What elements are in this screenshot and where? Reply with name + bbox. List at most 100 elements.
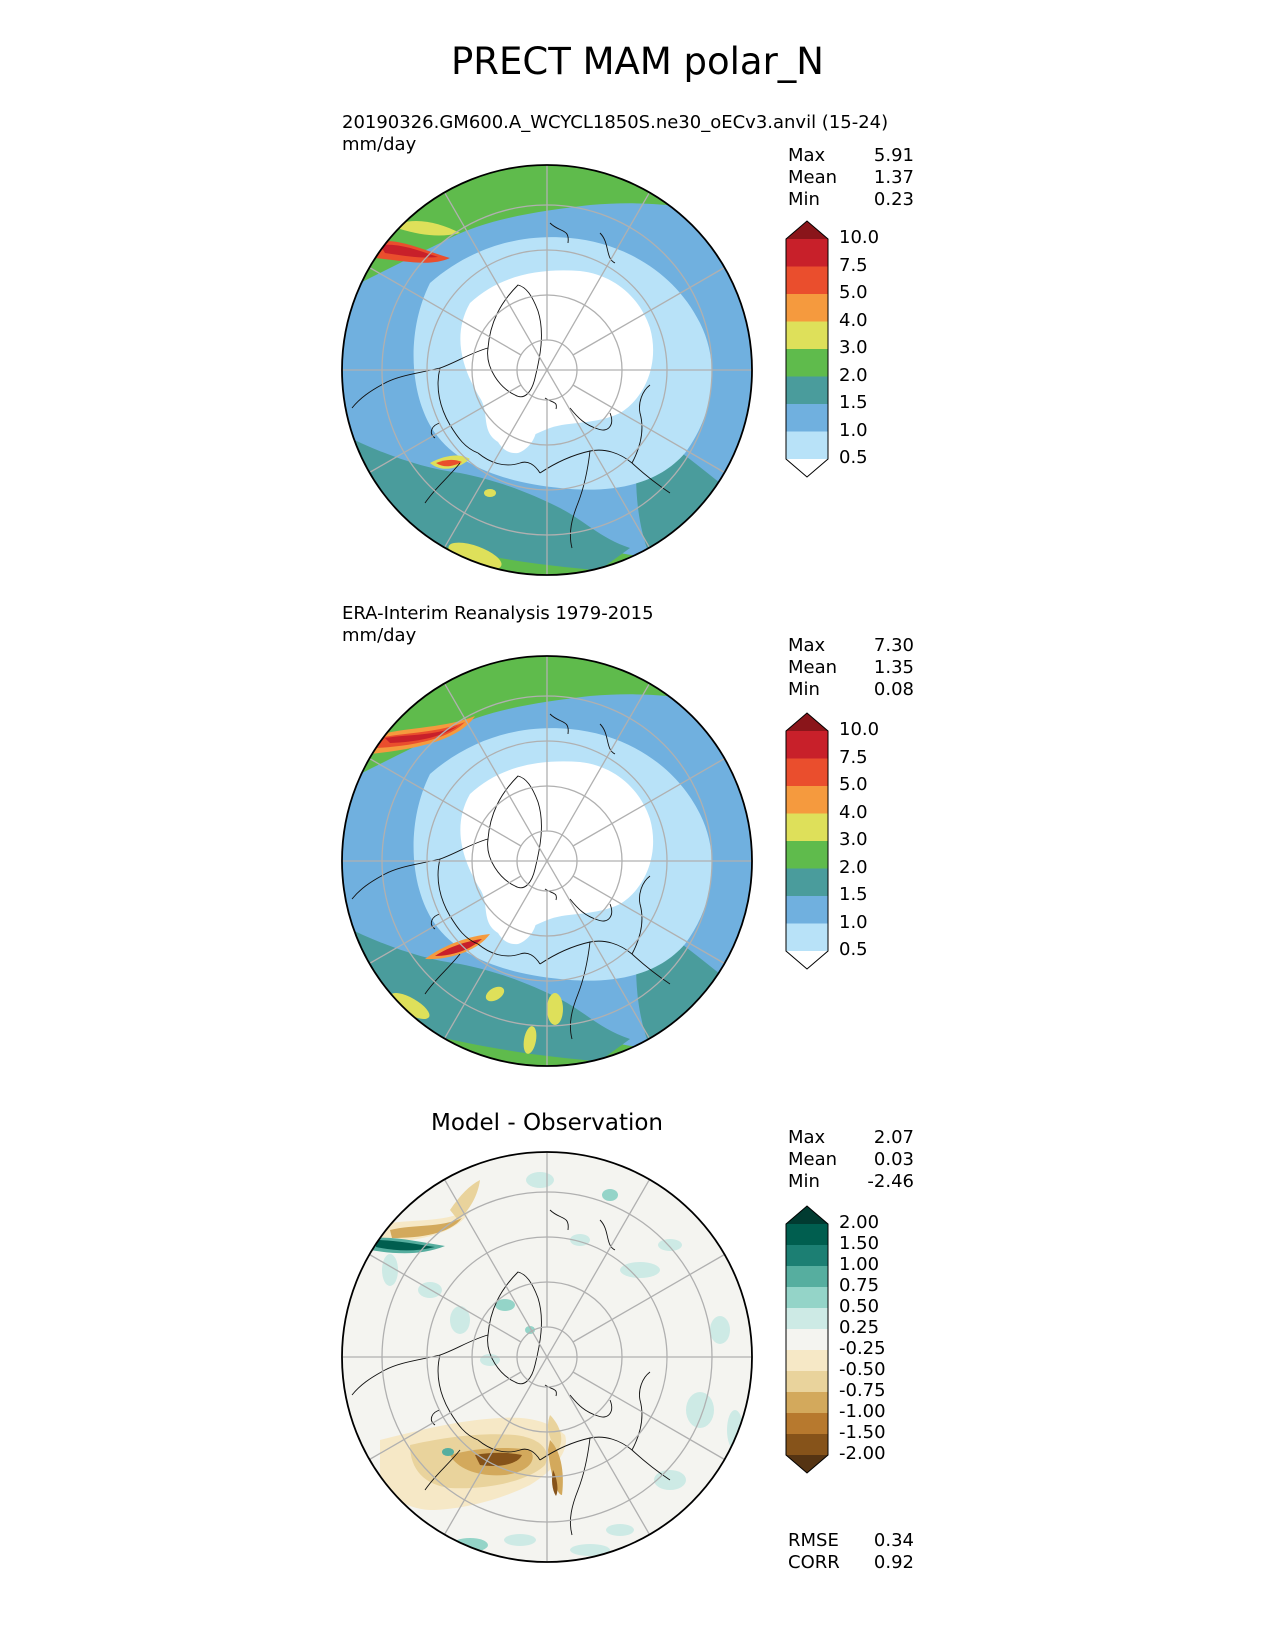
colorbar-tick-label: 7.5 (839, 254, 868, 276)
coastline (549, 222, 569, 244)
coastline (569, 898, 613, 922)
colorbar-tick-label: -0.25 (839, 1338, 886, 1359)
stat-label: Max (788, 1127, 826, 1148)
coastline (569, 941, 591, 1040)
colorbar-tick-label: 10.0 (839, 227, 880, 248)
diff-field-region (727, 1410, 743, 1450)
stat-value: -2.46 (867, 1171, 914, 1192)
panel2-title: ERA-Interim Reanalysis 1979-2015 mm/day (342, 603, 654, 647)
longitude-gridline (572, 384, 725, 474)
colorbar-segment (786, 841, 828, 869)
coastline (631, 1371, 651, 1451)
panel1-title: 20190326.GM600.A_WCYCL1850S.ne30_oECv3.a… (342, 112, 888, 156)
colorbar-segment (786, 1434, 828, 1456)
coastline (549, 1209, 569, 1231)
colorbar-segment (786, 731, 828, 759)
longitude-gridline (572, 875, 725, 965)
diff-field-region (475, 1452, 522, 1466)
stat-value: 2.07 (873, 1127, 914, 1148)
panel3-metrics: RMSE 0.34 CORR 0.92 (788, 1530, 914, 1574)
colorbar-tick-label: 1.5 (839, 884, 868, 905)
coastline (437, 367, 479, 454)
longitude-gridline (572, 1253, 725, 1343)
longitude-gridline (443, 683, 533, 836)
colorbar-tick-label: 0.5 (839, 939, 868, 960)
colorbar-segment (786, 1308, 828, 1330)
diff-field-region (686, 1392, 714, 1428)
stat-value: 5.91 (873, 145, 914, 166)
coastline (569, 407, 613, 431)
panel1-units: mm/day (342, 134, 417, 155)
diff-field-region (620, 1262, 660, 1278)
diff-field-region (390, 1218, 462, 1238)
figure-title: PRECT MAM polar_N (451, 40, 824, 83)
coastline (599, 723, 616, 755)
coastline (424, 1449, 461, 1491)
coastline (430, 913, 441, 930)
coastline (539, 1436, 671, 1481)
diff-field-region (602, 1189, 618, 1201)
colorbar-tick-label: 2.00 (839, 1212, 880, 1233)
coastline (477, 1439, 541, 1461)
stat-value: 1.35 (873, 657, 914, 678)
longitude-gridline (531, 343, 563, 397)
precip-field-region (523, 1026, 537, 1054)
longitude-gridline (561, 395, 651, 548)
stat-label: Mean (788, 657, 838, 678)
diff-field-region (548, 1440, 563, 1495)
precip-field-region (485, 986, 505, 1002)
panel2-stats: Max 7.30 Mean 1.35 Min 0.08 (788, 635, 914, 701)
panel2-polar-map (341, 655, 753, 1067)
coastline (569, 450, 591, 549)
longitude-gridline (369, 875, 522, 965)
panel3-title: Model - Observation (430, 1110, 664, 1136)
coastline (430, 422, 441, 439)
diff-field-region (382, 1254, 398, 1286)
diff-field-region (450, 1306, 470, 1334)
longitude-gridline (369, 1253, 522, 1343)
panel3-stats: Max 2.07 Mean 0.03 Min -2.46 (788, 1127, 914, 1193)
colorbar-tick-label: -1.50 (839, 1422, 886, 1443)
colorbar-segment (786, 868, 828, 897)
diff-field-region (526, 1172, 554, 1188)
colorbar-extend-min (786, 951, 828, 969)
metric-value: 0.34 (873, 1530, 914, 1551)
coastline (430, 1409, 441, 1426)
colorbar-segment (786, 1371, 828, 1393)
stat-value: 0.23 (873, 189, 914, 210)
colorbar-extend-max (786, 713, 828, 731)
stat-value: 0.03 (873, 1149, 914, 1170)
panel3-polar-map (341, 1151, 753, 1563)
metric-label: RMSE (788, 1530, 839, 1551)
precip-field-region (448, 542, 502, 570)
colorbar-tick-label: 0.5 (839, 447, 868, 468)
colorbar-segment (786, 376, 828, 405)
stat-value: 7.30 (873, 635, 914, 656)
longitude-gridline (369, 1371, 522, 1461)
longitude-gridline (531, 834, 563, 888)
precip-field-region (380, 244, 438, 258)
longitude-gridline (572, 266, 725, 356)
precip-field-region (460, 761, 654, 936)
longitude-gridline (443, 1179, 533, 1332)
coastline (351, 1334, 489, 1396)
coastline (424, 462, 461, 504)
longitude-gridline (561, 1179, 651, 1332)
coastline (539, 449, 671, 494)
longitude-gridline (531, 1330, 563, 1384)
panel3-colorbar: -2.00 -1.50 -1.00 -0.75 -0.50 -0.25 0.25 0.50 0.… (785, 1205, 925, 1500)
diff-field (342, 1152, 752, 1562)
coastline (549, 713, 569, 735)
coastline (631, 384, 651, 464)
stat-label: Max (788, 635, 826, 656)
colorbar-segment (786, 786, 828, 814)
diff-field-region (495, 1299, 515, 1311)
colorbar-tick-label: 4.0 (839, 309, 868, 331)
stat-label: Min (788, 679, 820, 700)
colorbar-segment (786, 294, 828, 322)
colorbar-segment (786, 1266, 828, 1288)
colorbar-svg (785, 712, 829, 970)
colorbar-tick-label: 2.0 (839, 856, 868, 878)
colorbar-tick-label: 1.5 (839, 392, 868, 413)
colorbar-segment (786, 1224, 828, 1246)
